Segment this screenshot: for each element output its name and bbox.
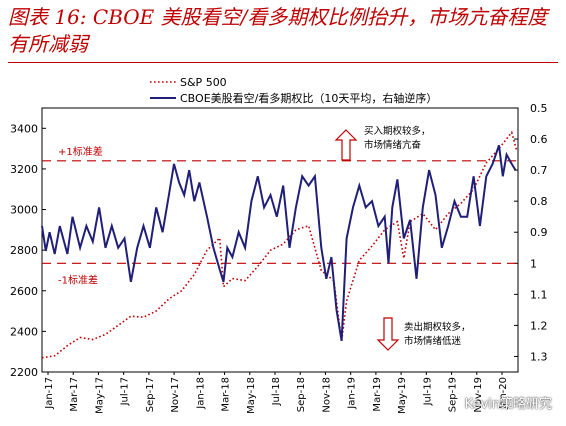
x-axis-tick-label: May-18 [246, 377, 257, 414]
annotation-text-down-line2: 市场情绪低迷 [404, 335, 462, 347]
x-axis-tick-label: Jul-19 [422, 377, 433, 406]
x-axis-tick-label: Mar-19 [372, 377, 383, 412]
left-axis-tick-label: 2400 [10, 325, 38, 338]
right-axis-tick-label: 0.9 [530, 226, 548, 239]
x-axis-tick-label: Jan-18 [195, 377, 206, 410]
annotation-arrow-down [376, 317, 400, 351]
right-axis-tick-label: 1.2 [530, 319, 548, 332]
title-underline [8, 62, 558, 63]
right-axis-tick-label: 1 [530, 257, 537, 270]
chart-title: 图表 16: CBOE 美股看空/看多期权比例抬升，市场亢奋程度有所减弱 [8, 5, 548, 56]
x-axis-tick-label: Sep-18 [296, 377, 307, 412]
x-axis-tick-label: May-17 [94, 377, 105, 414]
left-axis-tick-label: 3000 [10, 204, 38, 217]
x-axis-tick-label: Jan-17 [44, 377, 55, 410]
x-axis-tick-label: Jan-19 [347, 377, 358, 410]
right-axis-tick-label: 1.3 [530, 350, 548, 363]
x-axis-tick-label: Jul-17 [120, 377, 131, 406]
left-axis-tick-label: 2800 [10, 244, 38, 257]
x-axis-tick-label: Jul-18 [271, 377, 282, 406]
right-axis-tick-label: 1.1 [530, 288, 548, 301]
annotation-text-up-line2: 市场情绪亢奋 [364, 139, 422, 151]
x-axis-tick-label: Sep-19 [448, 377, 459, 412]
x-axis-tick-label: Jan-20 [498, 377, 509, 410]
right-axis-tick-label: 0.7 [530, 164, 548, 177]
right-axis-tick-label: 0.6 [530, 133, 548, 146]
std-band-label: -1标准差 [58, 273, 98, 286]
x-axis-tick-label: Mar-18 [221, 377, 232, 412]
std-band-label: +1标准差 [58, 145, 103, 158]
x-axis-tick-label: Nov-17 [170, 377, 181, 413]
series-line-sp500 [41, 130, 518, 359]
right-axis-tick-label: 0.8 [530, 195, 548, 208]
annotation-arrow-up [334, 129, 358, 161]
x-axis-tick-label: Nov-19 [473, 377, 484, 413]
x-axis-tick-label: May-19 [397, 377, 408, 414]
watermark: Kevin策略研究 [464, 397, 552, 412]
right-axis-tick-label: 0.5 [530, 102, 548, 115]
x-axis-tick-label: Nov-18 [321, 377, 332, 413]
series-line-cboe-put-call-ratio [41, 144, 517, 342]
left-axis-tick-label: 3200 [10, 163, 38, 176]
left-axis-tick-label: 2200 [10, 366, 38, 379]
legend-label-ratio: CBOE美股看空/看多期权比（10天平均，右轴逆序） [180, 91, 437, 105]
left-axis-tick-label: 3400 [10, 122, 38, 135]
annotation-text-down-line1: 卖出期权较多， [404, 321, 471, 333]
plot-frame [41, 107, 519, 373]
left-axis-tick-label: 2600 [10, 285, 38, 298]
x-axis-tick-label: Sep-17 [145, 377, 156, 412]
legend-label-sp500: S&P 500 [180, 76, 227, 89]
annotation-text-up-line1: 买入期权较多， [364, 125, 431, 137]
x-axis-tick-label: Mar-17 [69, 377, 80, 412]
